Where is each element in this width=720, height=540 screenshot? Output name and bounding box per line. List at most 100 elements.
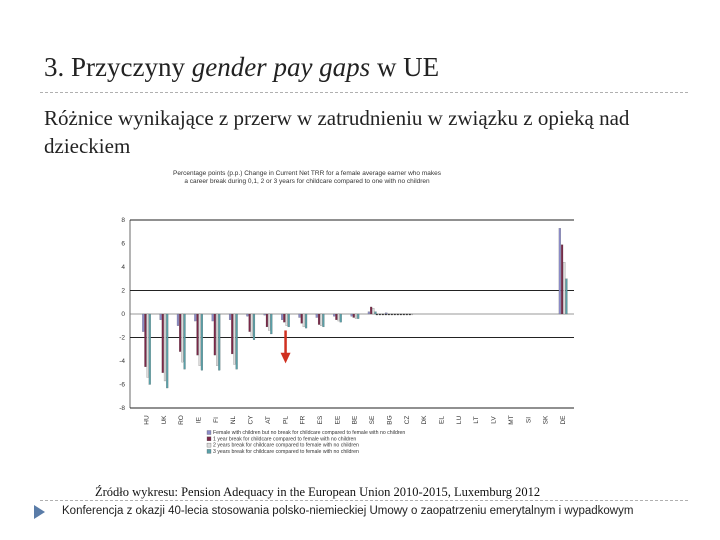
x-tick-label: MT (508, 415, 515, 424)
x-tick-label: FI (213, 417, 220, 423)
bar-BG-s1 (385, 312, 388, 315)
x-tick-label: SK (543, 415, 550, 424)
bar-FR-s1 (298, 313, 301, 318)
bar-HU-s4 (148, 313, 151, 385)
x-tick-label: DK (421, 415, 428, 425)
bar-PL-s1 (281, 313, 284, 320)
bar-AT-s3 (268, 313, 271, 331)
x-tick-label: IE (195, 416, 202, 423)
title-prefix: 3. Przyczyny (44, 52, 192, 82)
bar-AT-s2 (265, 313, 268, 328)
chart-source: Źródło wykresu: Pension Adequacy in the … (95, 485, 541, 499)
bar-SE-s4 (374, 311, 377, 315)
title-suffix: w UE (370, 52, 440, 82)
bar-IE-s3 (198, 313, 201, 366)
bar-CY-s1 (246, 313, 249, 317)
legend-label: 2 years break for childcare compared to … (213, 443, 359, 449)
x-tick-label: NL (230, 415, 237, 424)
x-tick-label: FR (300, 415, 307, 424)
bar-EE-s3 (337, 313, 340, 322)
x-tick-label: AT (265, 416, 272, 424)
bar-EE-s2 (335, 313, 338, 320)
x-tick-label: UK (161, 415, 168, 425)
bar-HU-s2 (144, 313, 147, 367)
bar-FR-s4 (305, 313, 308, 329)
bar-NL-s4 (235, 313, 238, 370)
bar-SE-s3 (372, 308, 375, 315)
bar-chart: -8 -6 -4 -2 0 2 4 6 8 HU UK RO IE FI NL CY AT PL FR ES EE BE S… (119, 217, 574, 455)
legend-label: 1 year break for childcare compared to f… (213, 436, 356, 442)
bar-BE-s2 (352, 313, 355, 318)
bar-ES-s3 (320, 313, 323, 326)
footer-divider (40, 500, 688, 501)
bar-ES-s2 (317, 313, 321, 325)
legend-label: 3 years break for childcare compared to … (213, 449, 359, 455)
bar-HU-s3 (146, 313, 149, 378)
bar-RO-s3 (181, 313, 184, 363)
bar-CY-s2 (248, 313, 251, 332)
y-tick-label: -6 (119, 382, 125, 389)
slide-title: 3. Przyczyny gender pay gaps w UE (44, 52, 439, 83)
bar-RO-s2 (179, 313, 182, 352)
annotation-arrow-head (280, 352, 291, 364)
x-tick-label: PL (282, 416, 289, 424)
y-tick-label: 8 (121, 217, 125, 224)
x-tick-label: EL (439, 416, 446, 424)
bar-FI-s3 (216, 313, 219, 366)
bar-SE-s2 (370, 306, 373, 315)
bar-DE-s2 (561, 244, 564, 315)
x-tick-label: EE (334, 415, 341, 424)
x-tick-label: BE (352, 415, 359, 424)
bar-CY-s4 (252, 313, 256, 340)
bar-UK-s1 (159, 313, 162, 320)
bar-BE-s4 (357, 313, 360, 319)
bar-NL-s1 (228, 313, 232, 320)
bar-IE-s1 (194, 313, 197, 322)
bar-PL-s2 (283, 313, 286, 323)
bar-UK-s3 (163, 313, 167, 382)
bar-DE-s1 (558, 228, 561, 315)
footer-arrow-icon (34, 505, 45, 519)
y-tick-label: -4 (119, 358, 125, 365)
bar-HU-s1 (142, 313, 145, 332)
y-tick-label: 4 (121, 264, 125, 271)
bar-RO-s4 (183, 313, 186, 370)
x-tick-label: CY (248, 415, 255, 425)
bar-PL-s4 (287, 313, 290, 328)
bar-DE-s3 (563, 262, 566, 315)
y-tick-label: -2 (119, 335, 125, 342)
bar-BE-s1 (350, 313, 353, 317)
bar-FI-s2 (213, 313, 216, 356)
bar-IE-s4 (200, 313, 203, 371)
legend-label: Female with children but no break for ch… (213, 430, 405, 436)
x-tick-label: LT (473, 416, 480, 423)
bar-FR-s3 (302, 313, 305, 328)
bar-DE-s4 (565, 278, 568, 315)
bar-IE-s2 (196, 313, 199, 356)
bar-ES-s1 (315, 313, 318, 318)
x-tick-label: SE (369, 415, 376, 424)
bar-BE-s3 (354, 313, 357, 319)
legend-swatch (206, 430, 212, 435)
bar-UK-s2 (161, 313, 164, 373)
bar-NL-s3 (233, 313, 236, 365)
x-tick-label: SI (525, 417, 532, 423)
y-tick-label: -8 (119, 405, 125, 412)
bar-AT-s1 (263, 313, 266, 316)
x-tick-label: ES (317, 415, 324, 424)
x-tick-label: DE (560, 415, 567, 425)
bar-UK-s4 (166, 313, 169, 389)
bar-ES-s4 (322, 313, 325, 328)
bar-NL-s2 (231, 313, 234, 355)
bar-EE-s1 (333, 313, 336, 317)
bar-FI-s4 (218, 313, 221, 371)
bar-PL-s3 (285, 313, 288, 326)
x-tick-label: BG (386, 415, 393, 424)
y-tick-label: 0 (121, 311, 125, 318)
footer-text: Konferencja z okazji 40-lecia stosowania… (62, 505, 634, 517)
bar-SE-s1 (367, 311, 370, 315)
slide-subtitle: Różnice wynikające z przerw w zatrudnien… (44, 106, 630, 158)
bar-FR-s2 (300, 313, 303, 324)
legend-swatch (206, 442, 212, 448)
title-divider (40, 92, 688, 93)
